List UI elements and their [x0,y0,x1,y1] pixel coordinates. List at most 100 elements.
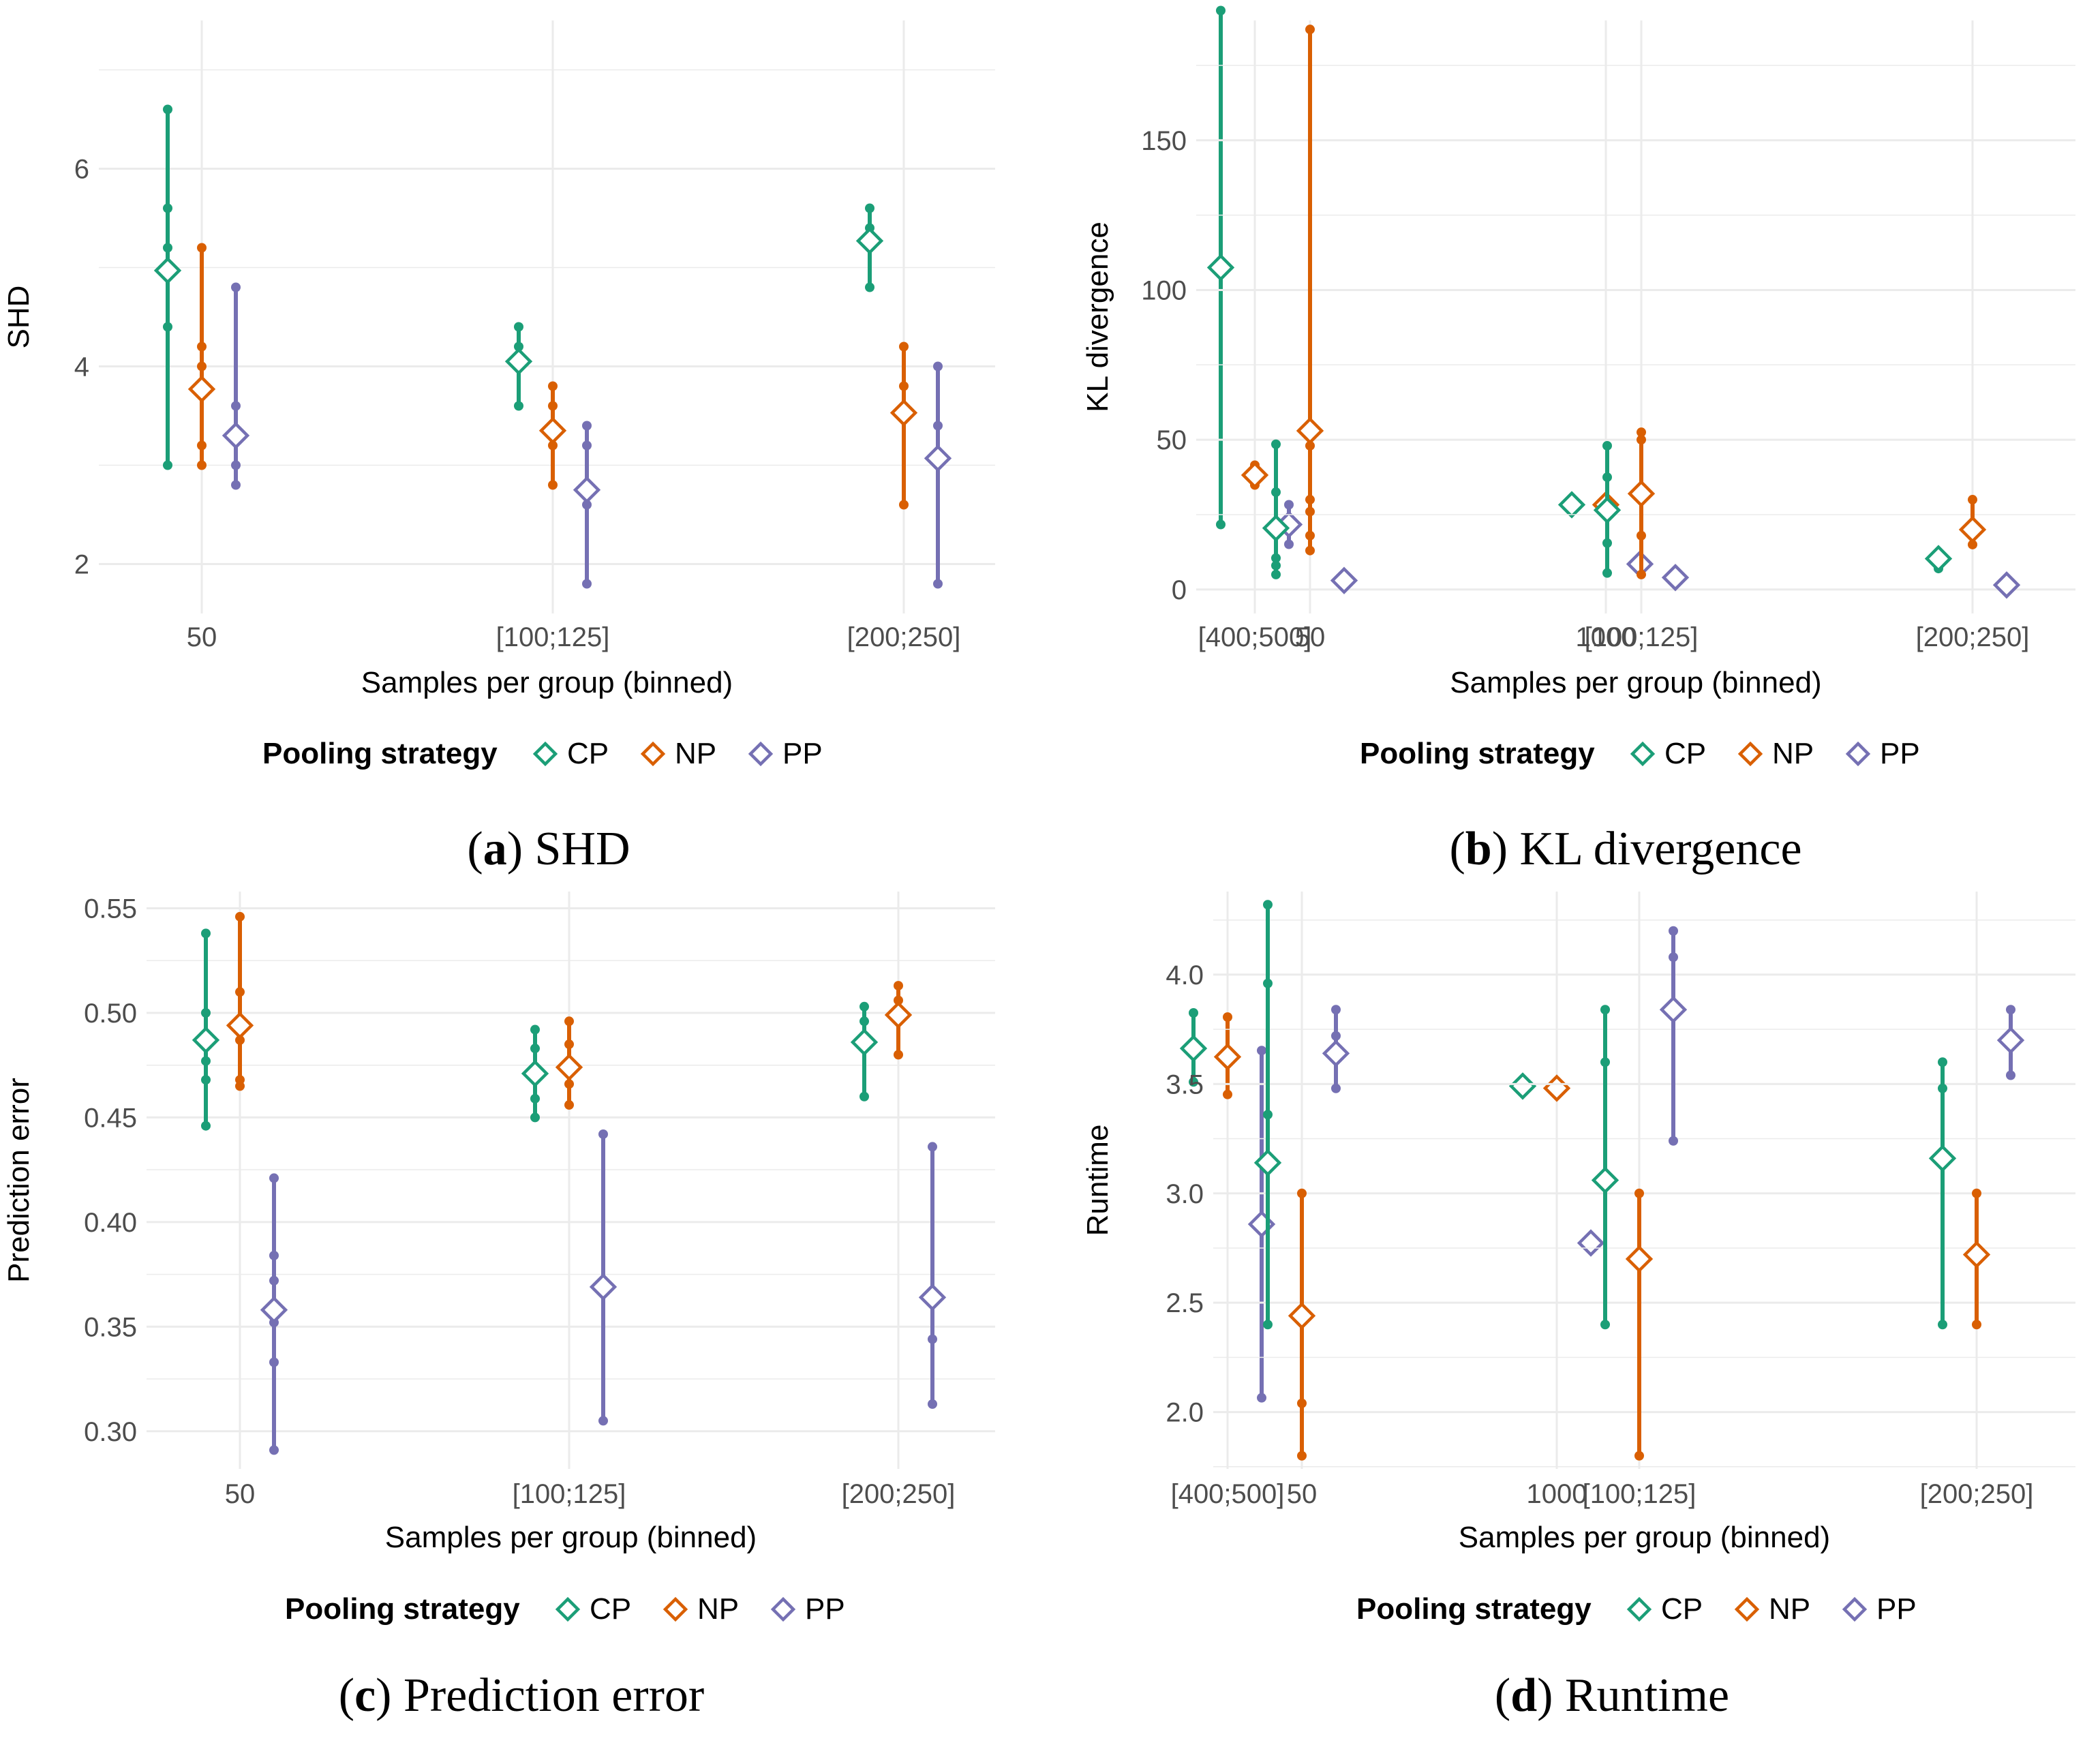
data-point [894,995,903,1005]
mean-marker [226,1012,254,1039]
legend-label-PP: PP [805,1592,845,1626]
legend-label-NP: NP [697,1592,739,1626]
series-PP [1330,564,2021,599]
mean-marker [1213,1043,1242,1071]
data-point [530,1044,540,1054]
mean-marker [1241,461,1269,489]
data-point [1216,519,1226,530]
data-point [582,440,592,451]
data-point [1331,1083,1341,1093]
mean-marker [1296,416,1324,445]
x-tick-label: 50 [1287,1479,1318,1509]
caption-letter: d [1510,1669,1537,1722]
series-CP [192,928,1537,1131]
data-point [1968,495,1977,505]
x-tick-label: [100;125] [1583,1479,1696,1509]
legend-key-PP [1845,741,1871,767]
data-point [1600,1057,1610,1067]
data-point [894,1050,903,1060]
data-point [1938,1320,1947,1330]
y-tick-label: 150 [1141,126,1187,156]
data-point [235,911,245,922]
x-tick-label: [400;500] [1198,622,1312,652]
data-point [2006,1005,2015,1015]
legend-title: Pooling strategy [285,1592,520,1626]
data-point [514,322,523,332]
legend-label-CP: CP [590,1592,631,1626]
mean-marker [1508,1072,1537,1100]
data-point [1602,568,1612,578]
y-axis-title: SHD [2,286,35,349]
data-point [163,104,172,115]
data-point [1271,560,1281,571]
data-point [1257,1046,1266,1056]
data-point [1189,1077,1198,1087]
legend-key-NP [1737,741,1763,767]
data-point [1669,926,1678,936]
legend-key-CP [555,1596,581,1622]
data-point [598,1416,608,1426]
y-tick-label: 2.0 [1166,1398,1204,1428]
legend-label-PP: PP [1876,1592,1917,1626]
caption-paren-open: ( [467,823,483,875]
caption-text: ) Runtime [1537,1669,1729,1722]
data-point [201,1121,211,1131]
data-point [933,361,943,371]
legend: Pooling strategy CP NP PP [262,737,823,770]
mean-marker [1625,1245,1654,1273]
y-tick-label: 0.50 [84,999,137,1029]
panel-caption: (b) KL divergence [1449,823,1801,875]
legend-label-CP: CP [1664,737,1706,770]
legend: Pooling strategy CP NP PP [1360,737,1920,770]
legend-key-PP [770,1596,796,1622]
panel-c: 0.30 0.35 0.40 0.45 0.50 0.55 50 [100;125] [200;… [2,892,1605,1722]
series-PP [222,282,1654,589]
data-point [582,500,592,510]
legend: Pooling strategy CP NP PP [285,1592,845,1626]
x-tick-label: 50 [225,1479,256,1509]
mean-marker [1206,254,1235,282]
data-point [1263,978,1273,988]
mean-marker [1593,496,1622,524]
data-point [1284,539,1294,549]
data-point [1637,569,1646,579]
data-point [1223,1089,1232,1099]
x-tick-label: [100;125] [496,622,610,652]
x-tick-label: 50 [1295,622,1326,652]
data-point [564,1016,574,1027]
data-point [514,341,523,352]
data-point [1189,1007,1198,1018]
data-point [1637,530,1646,541]
legend-key-PP [1842,1596,1868,1622]
data-point [530,1112,540,1123]
data-point [1305,530,1315,541]
legend-key-NP [640,741,666,767]
data-point [1634,1188,1644,1198]
data-point [1223,1012,1232,1022]
data-point [1600,1005,1610,1015]
panel-caption: (a) SHD [467,823,630,875]
legend-label-NP: NP [1769,1592,1810,1626]
data-point [163,460,172,470]
data-point [1972,1320,1981,1330]
caption-text: ) Prediction error [376,1669,704,1722]
data-point [197,460,207,470]
caption-paren-open: ( [1449,823,1465,875]
data-point [933,579,943,589]
legend: Pooling strategy CP NP PP [1356,1592,1917,1626]
data-point [197,341,207,352]
mean-marker [1262,514,1290,542]
x-tick-label: [100;125] [513,1479,626,1509]
mean-marker [1661,564,1690,592]
legend-key-NP [1734,1596,1760,1622]
series-NP [226,911,1571,1110]
data-point [231,401,241,411]
data-point [582,421,592,431]
data-point [1637,435,1646,445]
mean-marker [889,399,918,427]
y-tick-label: 4.0 [1166,960,1204,990]
data-point [899,381,909,391]
data-point [231,460,241,470]
mean-marker [192,1026,220,1054]
